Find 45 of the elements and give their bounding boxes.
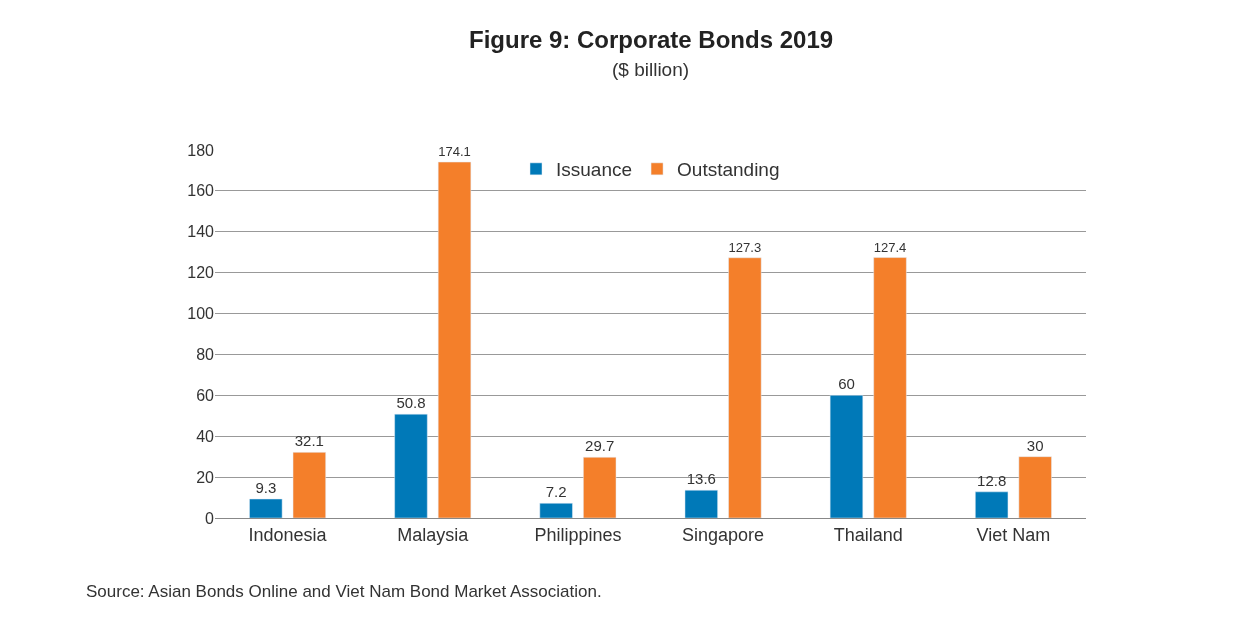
data-label: 174.1 bbox=[438, 144, 471, 160]
chart-title: Figure 9: Corporate Bonds 2019 bbox=[469, 26, 834, 53]
bar bbox=[292, 452, 326, 518]
x-tick-label: Thailand bbox=[833, 524, 903, 545]
x-tick-label: Indonesia bbox=[248, 524, 328, 545]
bar bbox=[1018, 456, 1052, 518]
legend-label: Issuance bbox=[556, 159, 633, 181]
data-label: 13.6 bbox=[686, 470, 716, 488]
bar bbox=[728, 257, 762, 518]
y-tick-label: 160 bbox=[187, 182, 215, 200]
x-tick-label: Philippines bbox=[534, 524, 622, 545]
data-label: 60 bbox=[838, 375, 855, 393]
y-tick-label: 20 bbox=[196, 468, 215, 486]
bar bbox=[539, 503, 573, 518]
y-tick-label: 0 bbox=[205, 509, 215, 527]
data-label: 9.3 bbox=[255, 478, 277, 496]
bar bbox=[394, 413, 428, 518]
chart-subtitle: ($ billion) bbox=[612, 59, 690, 80]
x-tick-label: Singapore bbox=[682, 524, 765, 545]
bar bbox=[873, 257, 907, 518]
y-tick-label: 120 bbox=[187, 264, 215, 282]
y-tick-label: 40 bbox=[196, 427, 215, 445]
y-tick-label: 100 bbox=[187, 305, 215, 323]
bar bbox=[437, 161, 472, 518]
data-label: 127.4 bbox=[873, 239, 907, 255]
legend-label: Outstanding bbox=[677, 159, 780, 181]
bar bbox=[583, 457, 617, 518]
data-label: 29.7 bbox=[585, 437, 615, 455]
data-label: 127.3 bbox=[728, 240, 762, 256]
bar bbox=[249, 498, 283, 518]
y-tick-label: 180 bbox=[187, 141, 215, 159]
data-label: 50.8 bbox=[396, 394, 426, 412]
data-label: 32.1 bbox=[294, 432, 324, 450]
bar bbox=[829, 395, 864, 518]
x-tick-label: Malaysia bbox=[397, 524, 470, 545]
bar bbox=[975, 491, 1009, 518]
bar bbox=[684, 489, 718, 518]
data-label: 12.8 bbox=[977, 471, 1007, 489]
y-tick-label: 60 bbox=[196, 386, 215, 404]
x-tick-label: Viet Nam bbox=[976, 524, 1051, 545]
y-tick-label: 140 bbox=[187, 223, 215, 241]
data-label: 30 bbox=[1026, 436, 1044, 454]
source-note: Source: Asian Bonds Online and Viet Nam Bond Market Association. bbox=[86, 582, 602, 601]
y-tick-label: 80 bbox=[196, 346, 215, 364]
data-label: 7.2 bbox=[545, 483, 567, 501]
